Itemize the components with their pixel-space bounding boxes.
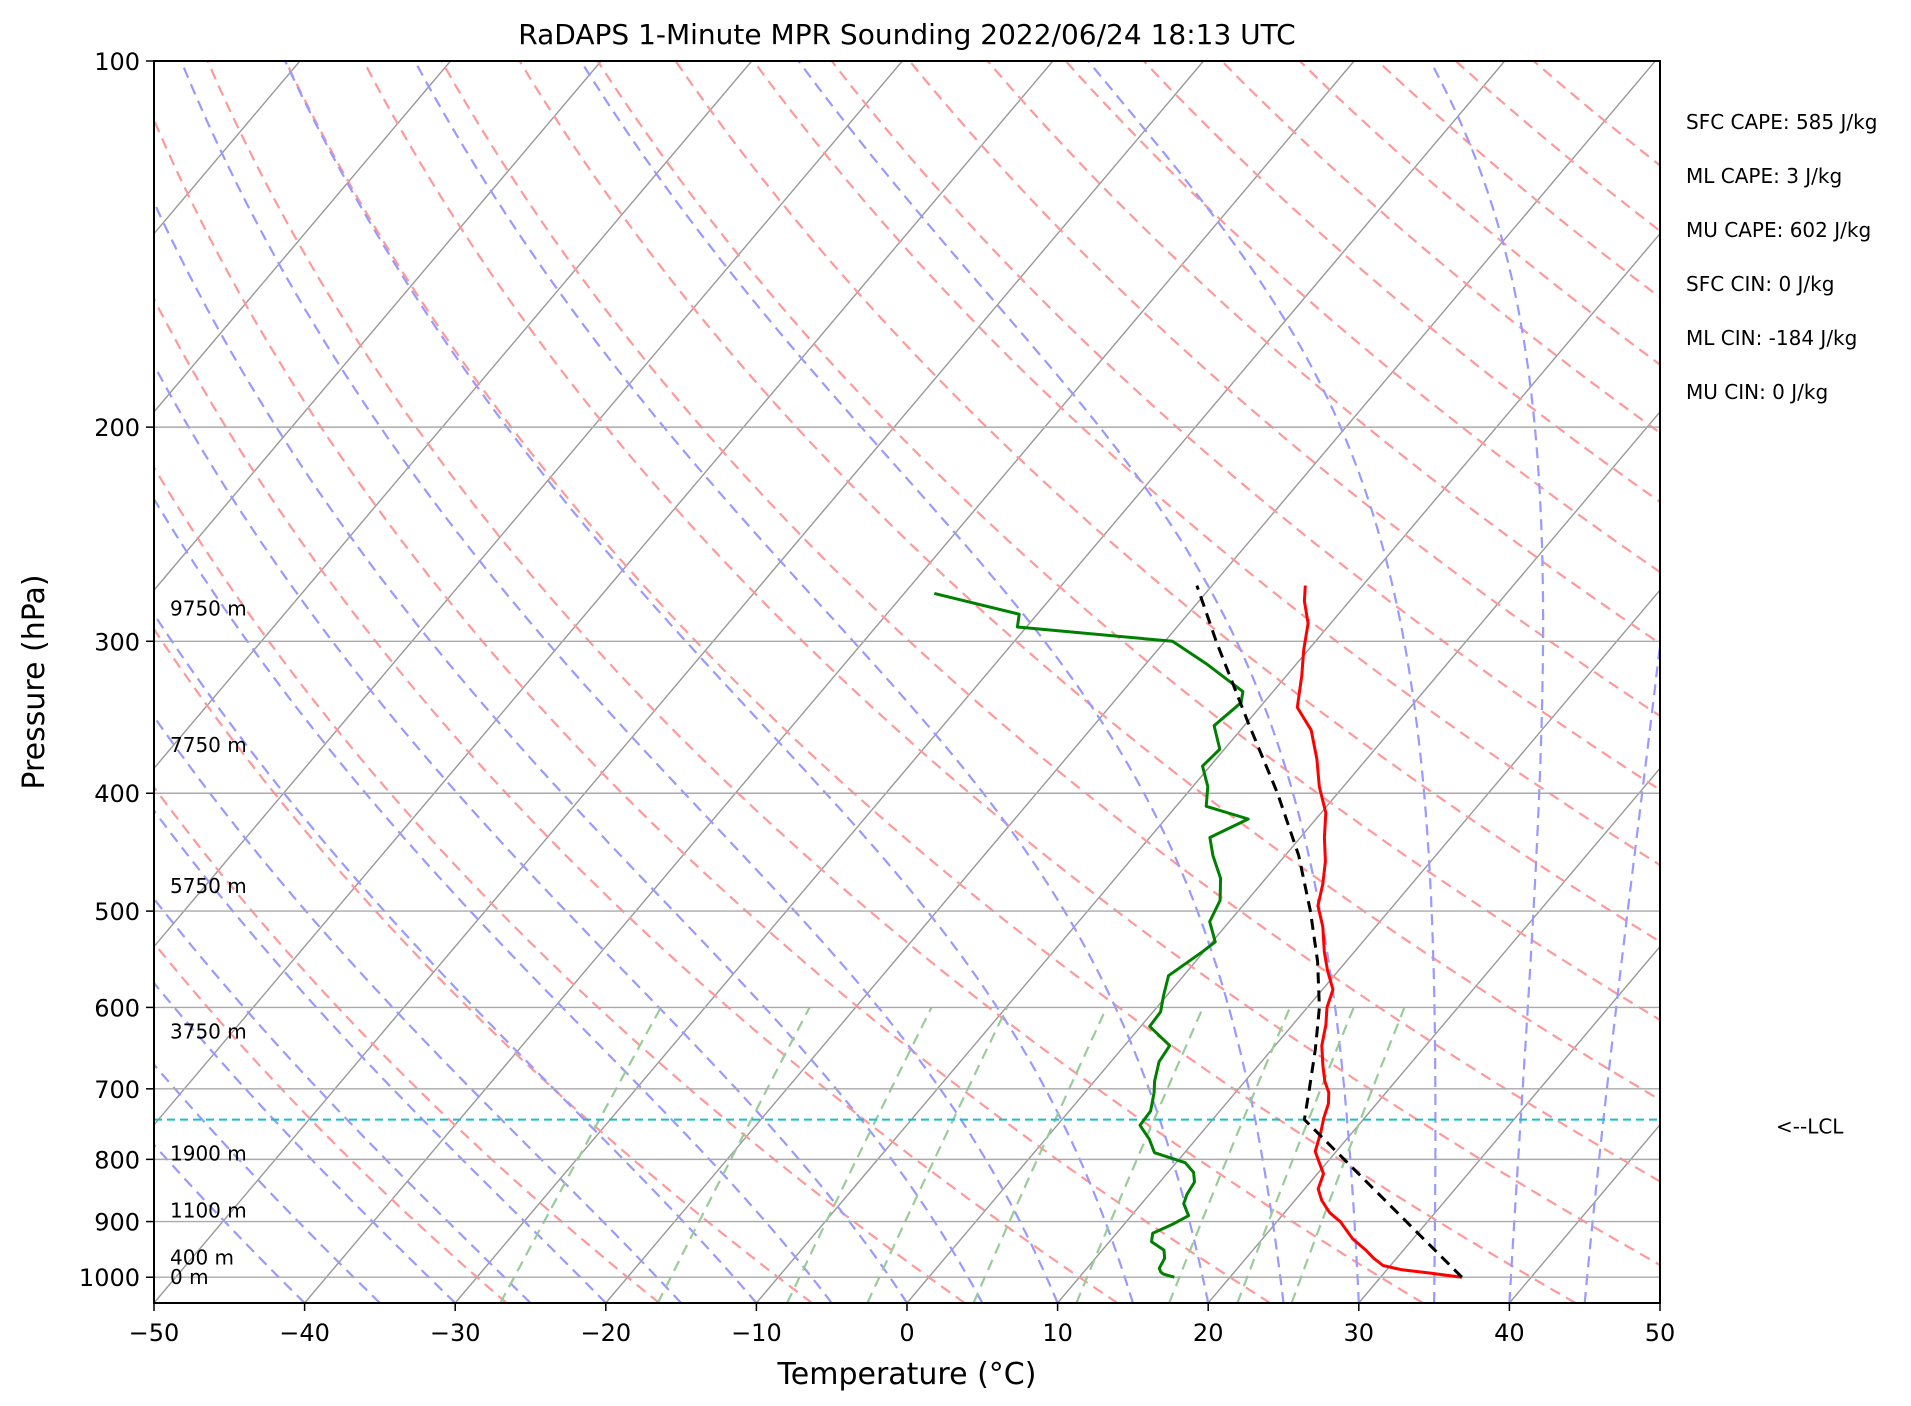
x-tick-label: 30 (1344, 1319, 1375, 1347)
dry-adiabat-line (752, 61, 1660, 867)
indices-panel: SFC CAPE: 585 J/kg ML CAPE: 3 J/kg MU CAPE… (1686, 110, 1877, 404)
x-tick-label: −10 (731, 1319, 782, 1347)
index-label: SFC CAPE: 585 J/kg (1686, 110, 1877, 134)
x-tick-label: 10 (1042, 1319, 1073, 1347)
moist-adiabat-line (413, 61, 1210, 1303)
isotherm-line (1207, 767, 1660, 1303)
dewpoint-line (933, 591, 1250, 1279)
height-label: 1900 m (170, 1141, 247, 1165)
dry-adiabat-line (154, 117, 1271, 1303)
x-tick-label: −30 (430, 1319, 481, 1347)
isotherm-line (154, 61, 602, 592)
x-tick-label: −40 (279, 1319, 330, 1347)
mixing-ratio-line (972, 1006, 1108, 1303)
moist-adiabat-line (1087, 61, 1437, 1303)
mixing-ratio-line (656, 1006, 811, 1303)
moist-adiabat-line (154, 897, 532, 1303)
dry-adiabat-line (986, 61, 1660, 645)
series-group (933, 585, 1463, 1279)
index-label: MU CIN: 0 J/kg (1686, 380, 1828, 404)
moist-adiabat-line (154, 199, 984, 1303)
pressure-gridlines (154, 61, 1660, 1278)
moist-adiabat-line (284, 61, 1134, 1303)
moist-adiabat-line (154, 612, 758, 1303)
moist-adiabat-line (579, 61, 1285, 1303)
y-tick-label: 800 (94, 1146, 140, 1174)
temperature-line (1295, 585, 1463, 1279)
index-label: SFC CIN: 0 J/kg (1686, 272, 1834, 296)
y-tick-label: 200 (94, 414, 140, 442)
mixing-ratio-line (786, 1006, 933, 1303)
y-tick-label: 900 (94, 1209, 140, 1237)
dry-adiabat-line (154, 941, 508, 1303)
height-label: 400 m (170, 1245, 234, 1269)
isotherm-line (154, 61, 753, 770)
x-axis-label: Temperature (°C) (777, 1357, 1037, 1392)
y-tick-label: 1000 (79, 1264, 140, 1292)
isotherm-line (454, 61, 1506, 1303)
dry-adiabat-line (518, 61, 1660, 1102)
height-labels: 9750 m 7750 m 5750 m 3750 m 1900 m 1100 m 400 … (170, 597, 247, 1290)
index-label: ML CAPE: 3 J/kg (1686, 164, 1842, 188)
mixing-ratio-line (1290, 1006, 1406, 1303)
height-label: 1100 m (170, 1198, 247, 1222)
isotherm-line (154, 61, 1205, 1303)
chart-title: RaDAPS 1-Minute MPR Sounding 2022/06/24 … (518, 18, 1295, 51)
x-tick-label: 50 (1645, 1319, 1676, 1347)
mixing-ratio-line (1075, 1006, 1205, 1303)
y-tick-label: 300 (94, 628, 140, 656)
isotherm-line (1358, 945, 1660, 1303)
height-label: 7750 m (170, 733, 247, 757)
moist-adiabat-line (154, 362, 908, 1303)
lcl-group: <--LCL (154, 1115, 1844, 1139)
isotherm-line (154, 61, 1054, 1126)
mixing-ratio-line (1168, 1006, 1292, 1303)
height-label: 3750 m (170, 1020, 247, 1044)
moist-adiabat-line (154, 496, 833, 1303)
moist-adiabat-line (154, 981, 456, 1303)
dry-adiabat-line (1064, 61, 1660, 574)
mixing-ratio-line (499, 1006, 662, 1303)
x-tick-label: −20 (580, 1319, 631, 1347)
index-label: ML CIN: -184 J/kg (1686, 326, 1857, 350)
isotherm-line (154, 61, 452, 413)
dry-adiabat-line (908, 61, 1660, 718)
y-axis-label: Pressure (hPa) (17, 574, 52, 789)
height-label: 5750 m (170, 874, 247, 898)
dry-adiabat-line (206, 61, 1424, 1303)
dry-adiabat-line (362, 61, 1660, 1267)
background-lines (154, 61, 1660, 1303)
isotherm-line (1057, 589, 1660, 1303)
isotherm-line (906, 410, 1660, 1303)
y-tick-label: 700 (94, 1076, 140, 1104)
y-tick-label: 400 (94, 780, 140, 808)
dry-adiabat-line (284, 61, 1577, 1303)
isotherm-line (605, 61, 1656, 1303)
dry-adiabat-line (154, 465, 966, 1303)
dry-adiabat-line (154, 296, 1119, 1303)
y-tick-label: 600 (94, 994, 140, 1022)
height-label: 0 m (170, 1265, 209, 1289)
y-axis: 100 200 300 400 500 600 700 800 900 1000 (79, 48, 154, 1292)
index-label: MU CAPE: 602 J/kg (1686, 218, 1871, 242)
height-label: 9750 m (170, 597, 247, 621)
y-tick-label: 500 (94, 898, 140, 926)
x-tick-label: 20 (1193, 1319, 1224, 1347)
moist-adiabat-line (180, 61, 1059, 1303)
mixing-ratio-line (1236, 1006, 1355, 1303)
dry-adiabat-line (154, 785, 660, 1303)
dry-adiabat-line (596, 61, 1660, 1022)
mixing-ratio-line (866, 1006, 1008, 1303)
x-tick-label: 40 (1494, 1319, 1525, 1347)
x-tick-label: −50 (129, 1319, 180, 1347)
lcl-label: <--LCL (1776, 1115, 1844, 1139)
y-tick-label: 100 (94, 48, 140, 76)
moist-adiabat-line (1429, 61, 1545, 1303)
x-axis: −50 −40 −30 −20 −10 0 10 20 30 40 50 (129, 1303, 1676, 1347)
x-tick-label: 0 (899, 1319, 914, 1347)
isotherm-line (154, 61, 903, 948)
